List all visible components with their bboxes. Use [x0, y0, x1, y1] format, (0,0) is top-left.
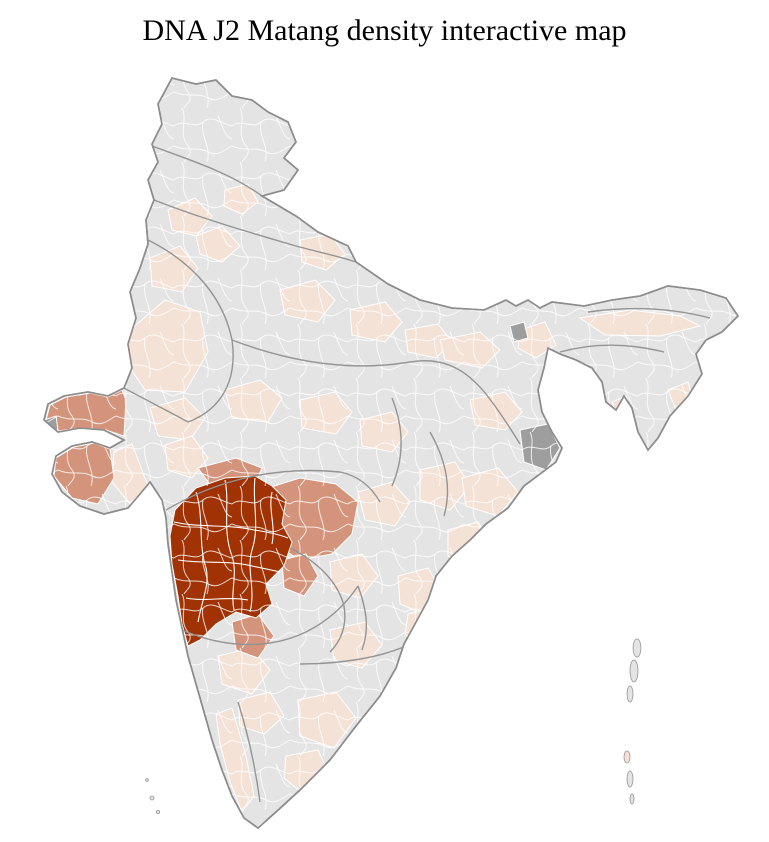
district-border-line: [270, 491, 274, 545]
state-border-line: [123, 387, 189, 423]
district-boundaries-mesh: [44, 78, 738, 828]
state-border-line: [299, 645, 407, 665]
state-border-line: [559, 344, 665, 353]
page-title: DNA J2 Matang density interactive map: [142, 14, 627, 47]
state-border-line: [151, 145, 263, 197]
map-layers: [44, 78, 738, 828]
state-border-line: [485, 393, 521, 445]
district-border-line: [249, 477, 257, 613]
district-border-line: [185, 597, 249, 601]
island-8[interactable]: [145, 778, 149, 782]
district-border-line: [195, 491, 208, 623]
state-border-line: [587, 307, 711, 319]
state-border-line: [165, 469, 381, 511]
state-border-line: [147, 239, 234, 423]
state-border-line: [153, 199, 357, 263]
state-border-line: [237, 701, 261, 803]
country-border: [43, 77, 740, 830]
district-border-line: [224, 479, 235, 611]
island-1[interactable]: [629, 659, 639, 683]
state-border-line: [357, 585, 367, 651]
island-7[interactable]: [155, 810, 160, 815]
district-border-line: [173, 521, 289, 539]
island-4[interactable]: [626, 770, 634, 788]
state-border-line: [429, 431, 449, 517]
island-6[interactable]: [149, 795, 155, 801]
district-border-line: [177, 559, 281, 573]
state-border-line: [231, 339, 487, 395]
island-2[interactable]: [626, 685, 634, 703]
island-0[interactable]: [632, 638, 642, 658]
state-border-line: [391, 397, 402, 487]
state-border-line: [289, 547, 346, 653]
island-5[interactable]: [629, 793, 635, 805]
island-3[interactable]: [623, 750, 631, 764]
